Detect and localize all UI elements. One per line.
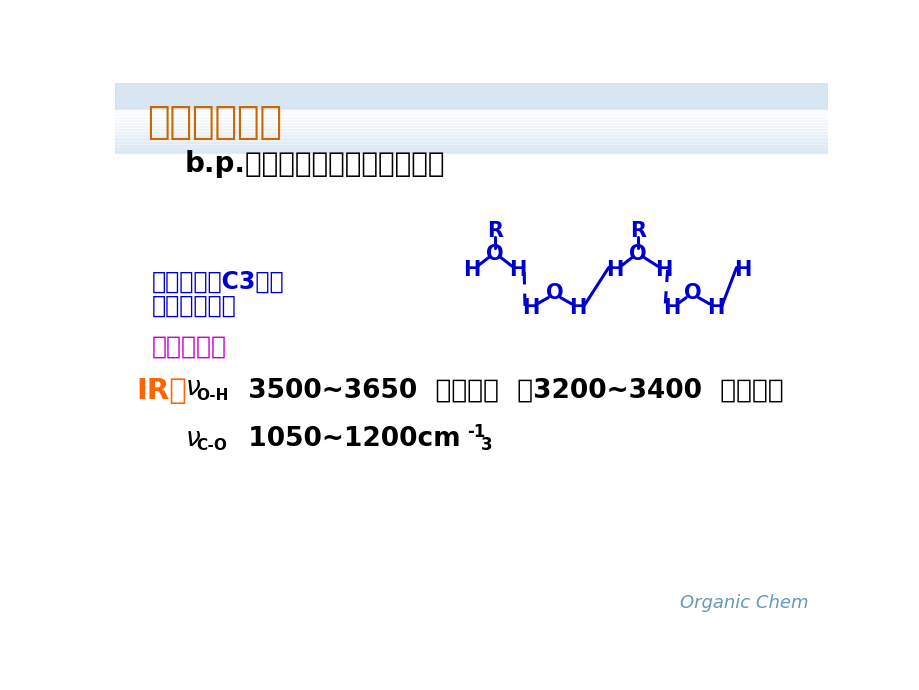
Text: O: O (629, 244, 646, 264)
Bar (115, 141, 827, 144)
Text: Organic Chem: Organic Chem (679, 593, 808, 611)
Bar (115, 128, 827, 131)
Text: 波谱性质：: 波谱性质： (152, 334, 227, 358)
Text: H: H (654, 260, 672, 280)
Text: $\nu$: $\nu$ (185, 426, 200, 451)
Bar (115, 113, 827, 116)
Bar (115, 116, 827, 119)
Text: O: O (683, 283, 700, 303)
Text: -1: -1 (467, 422, 485, 441)
Text: H: H (568, 298, 585, 318)
Text: C-O: C-O (196, 438, 227, 453)
Text: R: R (486, 221, 502, 241)
Text: H: H (706, 298, 723, 318)
Text: 3: 3 (481, 437, 492, 455)
Text: H: H (662, 298, 679, 318)
Bar (115, 154, 827, 614)
Bar (115, 150, 827, 153)
Bar (115, 131, 827, 135)
Bar (115, 83, 827, 156)
Text: O-H: O-H (196, 388, 229, 403)
Bar (115, 122, 827, 125)
Text: 1050~1200cm: 1050~1200cm (230, 426, 460, 451)
Text: 易溶于水：C3以下: 易溶于水：C3以下 (152, 270, 285, 293)
Bar (115, 135, 827, 137)
Bar (115, 110, 827, 113)
Text: R: R (630, 221, 645, 241)
Text: 二、物理性质: 二、物理性质 (147, 105, 282, 141)
Text: H: H (606, 260, 623, 280)
Bar (115, 125, 827, 128)
Text: H: H (733, 260, 751, 280)
Text: H: H (522, 298, 539, 318)
Bar (115, 137, 827, 141)
Text: O: O (485, 244, 503, 264)
Bar (115, 153, 827, 156)
Text: H: H (462, 260, 480, 280)
Text: b.p.比分子量相近的烷烃高得多: b.p.比分子量相近的烷烃高得多 (185, 150, 445, 177)
Text: IR：: IR： (137, 377, 187, 405)
Text: O: O (545, 283, 562, 303)
Text: 3500~3650  （游离）  ；3200~3400  （缔合）: 3500~3650 （游离） ；3200~3400 （缔合） (230, 378, 783, 404)
Bar (115, 144, 827, 147)
Text: $\nu$: $\nu$ (185, 375, 200, 402)
Text: 的醇与水混溶: 的醇与水混溶 (152, 294, 237, 318)
Text: H: H (509, 260, 526, 280)
Bar (115, 119, 827, 122)
Bar (115, 147, 827, 150)
